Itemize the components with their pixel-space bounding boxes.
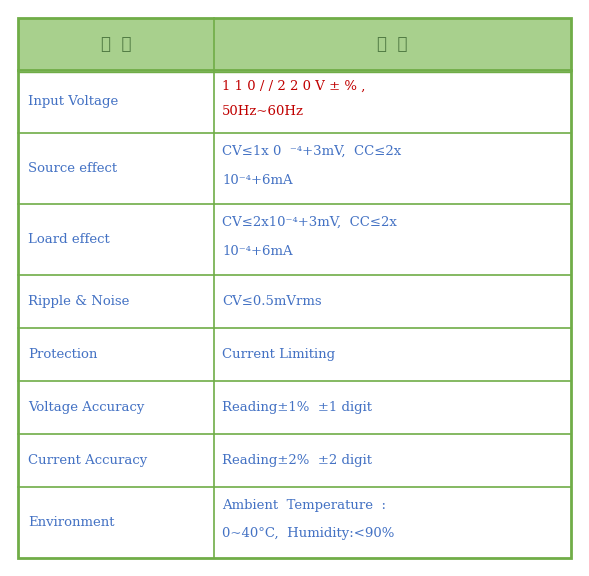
Text: 사  양: 사 양 [378,36,408,52]
Text: Current Accuracy: Current Accuracy [28,454,147,467]
Text: 10⁻⁴+6mA: 10⁻⁴+6mA [222,245,293,257]
Text: Source effect: Source effect [28,162,117,175]
Bar [18,204,571,275]
Text: Ripple & Noise: Ripple & Noise [28,295,130,308]
Text: 50Hz~60Hz: 50Hz~60Hz [222,105,305,118]
Text: CV≤0.5mVrms: CV≤0.5mVrms [222,295,322,308]
Bar [18,133,571,204]
Text: 구  분: 구 분 [101,36,131,52]
Text: Loard effect: Loard effect [28,233,110,247]
Bar [18,381,571,434]
Text: Reading±1%  ±1 digit: Reading±1% ±1 digit [222,401,372,414]
Text: Protection: Protection [28,348,97,361]
Text: 0~40°C,  Humidity:<90%: 0~40°C, Humidity:<90% [222,527,395,540]
Text: Ambient  Temperature  :: Ambient Temperature : [222,499,386,512]
Bar [18,18,571,70]
Bar [18,487,571,558]
Text: Reading±2%  ±2 digit: Reading±2% ±2 digit [222,454,372,467]
Bar [18,70,571,133]
Text: Input Voltage: Input Voltage [28,95,118,108]
Text: Environment: Environment [28,516,114,529]
Bar [18,275,571,328]
Text: Voltage Accuracy: Voltage Accuracy [28,401,144,414]
Text: CV≤2x10⁻⁴+3mV,  CC≤2x: CV≤2x10⁻⁴+3mV, CC≤2x [222,216,397,229]
Text: Current Limiting: Current Limiting [222,348,336,361]
Bar [18,434,571,487]
Bar [18,328,571,381]
Text: CV≤1x 0  ⁻⁴+3mV,  CC≤2x: CV≤1x 0 ⁻⁴+3mV, CC≤2x [222,145,402,158]
Text: 10⁻⁴+6mA: 10⁻⁴+6mA [222,173,293,187]
Text: 1 1 0 / / 2 2 0 V ± % ,: 1 1 0 / / 2 2 0 V ± % , [222,80,366,93]
